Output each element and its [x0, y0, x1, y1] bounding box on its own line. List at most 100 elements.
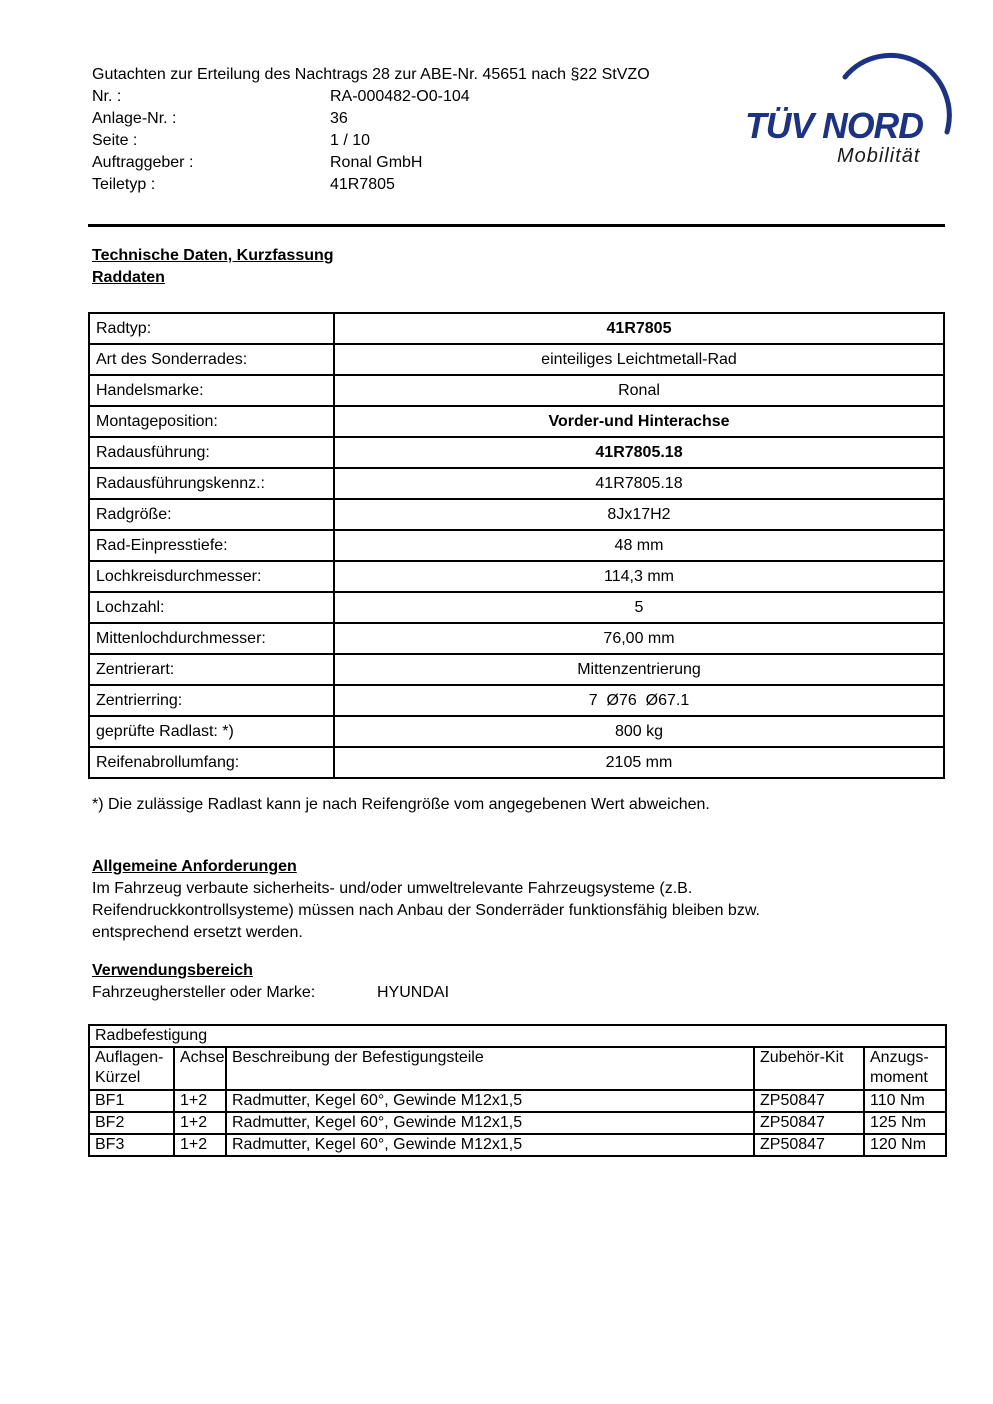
logo-subtitle-text: Mobilität: [837, 145, 921, 167]
cell-achse: 1+2: [173, 1111, 227, 1135]
row-label: Rad-Einpresstiefe:: [88, 529, 335, 562]
field-value: Ronal GmbH: [330, 154, 423, 171]
row-label: Radgröße:: [88, 498, 335, 531]
table-row: geprüfte Radlast: *) 800 kg: [88, 715, 945, 748]
header-field-seite: Seite : 1 / 10: [92, 130, 650, 152]
logo-brand-text: TÜV NORD: [745, 105, 923, 146]
row-label: geprüfte Radlast: *): [88, 715, 335, 748]
table-row: Radgröße: 8Jx17H2: [88, 498, 945, 531]
heading-verwendungsbereich: Verwendungsbereich: [92, 962, 253, 979]
row-label: Radausführungskennz.:: [88, 467, 335, 500]
table-row: Handelsmarke: Ronal: [88, 374, 945, 407]
row-value: einteiliges Leichtmetall-Rad: [333, 343, 945, 376]
field-value: 36: [330, 110, 348, 127]
row-value: 76,00 mm: [333, 622, 945, 655]
cell-moment: 120 Nm: [863, 1133, 947, 1157]
row-label: Radtyp:: [88, 312, 335, 345]
column-header-zubehoer-kit: Zubehör-Kit: [753, 1046, 865, 1091]
fahrzeughersteller-row: Fahrzeughersteller oder Marke: HYUNDAI: [92, 982, 449, 1004]
field-value: 41R7805: [330, 176, 395, 193]
heading-allgemeine-anforderungen: Allgemeine Anforderungen: [92, 858, 297, 875]
header-field-teiletyp: Teiletyp : 41R7805: [92, 174, 650, 196]
heading-technische-daten: Technische Daten, Kurzfassung: [92, 247, 334, 264]
column-header-beschreibung: Beschreibung der Befestigungsteile: [225, 1046, 755, 1091]
cell-beschreibung: Radmutter, Kegel 60°, Gewinde M12x1,5: [225, 1111, 755, 1135]
row-value: Mittenzentrierung: [333, 653, 945, 686]
radbefestigung-title: Radbefestigung: [88, 1024, 947, 1048]
table-row: Mittenlochdurchmesser: 76,00 mm: [88, 622, 945, 655]
field-value: 1 / 10: [330, 132, 371, 149]
row-label: Zentrierring:: [88, 684, 335, 717]
radbefestigung-table: Radbefestigung Auflagen-Kürzel Achse Bes…: [88, 1024, 947, 1157]
row-value: 48 mm: [333, 529, 945, 562]
table-row: Lochzahl: 5: [88, 591, 945, 624]
header-divider-rule: [88, 224, 945, 227]
cell-beschreibung: Radmutter, Kegel 60°, Gewinde M12x1,5: [225, 1089, 755, 1113]
row-value: 41R7805.18: [333, 467, 945, 500]
row-value: 114,3 mm: [333, 560, 945, 593]
raddaten-rows: Radtyp: 41R7805 Art des Sonderrades: eintei…: [88, 312, 945, 779]
row-label: Mittenlochdurchmesser:: [88, 622, 335, 655]
table-row: Radausführung: 41R7805.18: [88, 436, 945, 469]
row-value: 5: [333, 591, 945, 624]
table-row: Reifenabrollumfang: 2105 mm: [88, 746, 945, 779]
section-heading-technische-daten: Technische Daten, Kurzfassung Raddaten: [92, 245, 334, 289]
header-field-auftraggeber: Auftraggeber : Ronal GmbH: [92, 152, 650, 174]
field-label: Nr. :: [92, 88, 122, 105]
table-row: Radtyp: 41R7805: [88, 312, 945, 345]
column-header-achse: Achse: [173, 1046, 227, 1091]
radbefestigung-body: Radbefestigung Auflagen-Kürzel Achse Bes…: [88, 1024, 947, 1157]
radlast-footnote: *) Die zulässige Radlast kann je nach Re…: [92, 796, 710, 813]
table-row: Art des Sonderrades: einteiliges Leichtme…: [88, 343, 945, 376]
column-header-anzugsmoment: Anzugs-moment: [863, 1046, 947, 1091]
tuv-nord-logo-graphic: TÜV NORD Mobilität: [745, 52, 952, 167]
cell-kit: ZP50847: [753, 1089, 865, 1113]
raddaten-table: Radtyp: 41R7805 Art des Sonderrades: eintei…: [88, 312, 945, 779]
table-row: BF1 1+2 Radmutter, Kegel 60°, Gewinde M12x…: [88, 1089, 947, 1113]
cell-kuerzel: BF3: [88, 1133, 175, 1157]
row-label: Lochkreisdurchmesser:: [88, 560, 335, 593]
section-verwendungsbereich: Verwendungsbereich Fahrzeughersteller od…: [92, 960, 449, 1004]
field-label: Auftraggeber :: [92, 154, 194, 171]
row-label: Reifenabrollumfang:: [88, 746, 335, 779]
table-row: Zentrierart: Mittenzentrierung: [88, 653, 945, 686]
cell-moment: 110 Nm: [863, 1089, 947, 1113]
row-label: Handelsmarke:: [88, 374, 335, 407]
document-title: Gutachten zur Erteilung des Nachtrags 28…: [92, 66, 650, 83]
table-row: Lochkreisdurchmesser: 114,3 mm: [88, 560, 945, 593]
row-value: 41R7805.18: [333, 436, 945, 469]
fahrzeughersteller-label: Fahrzeughersteller oder Marke:: [92, 984, 316, 1001]
field-label: Seite :: [92, 132, 138, 149]
header-field-nr: Nr. : RA-000482-O0-104: [92, 86, 650, 108]
cell-beschreibung: Radmutter, Kegel 60°, Gewinde M12x1,5: [225, 1133, 755, 1157]
document-header: Gutachten zur Erteilung des Nachtrags 28…: [92, 64, 650, 196]
section-allgemeine-anforderungen: Allgemeine Anforderungen Im Fahrzeug ver…: [92, 856, 922, 944]
radbefestigung-header-row: Auflagen-Kürzel Achse Beschreibung der B…: [88, 1046, 947, 1091]
row-label: Art des Sonderrades:: [88, 343, 335, 376]
table-row: Rad-Einpresstiefe: 48 mm: [88, 529, 945, 562]
logo-arc-icon: [842, 52, 952, 135]
table-row: Radausführungskennz.: 41R7805.18: [88, 467, 945, 500]
field-label: Teiletyp :: [92, 176, 156, 193]
tuv-nord-logo: TÜV NORD Mobilität: [741, 32, 961, 174]
row-label: Montageposition:: [88, 405, 335, 438]
cell-kit: ZP50847: [753, 1133, 865, 1157]
row-value: 8Jx17H2: [333, 498, 945, 531]
column-header-auflagen-kuerzel: Auflagen-Kürzel: [88, 1046, 175, 1091]
cell-kuerzel: BF1: [88, 1089, 175, 1113]
row-value: Ronal: [333, 374, 945, 407]
row-value: 800 kg: [333, 715, 945, 748]
row-value: 7 Ø76 Ø67.1: [333, 684, 945, 717]
radbefestigung-title-row: Radbefestigung: [88, 1024, 947, 1048]
row-label: Zentrierart:: [88, 653, 335, 686]
table-row: BF3 1+2 Radmutter, Kegel 60°, Gewinde M12x…: [88, 1133, 947, 1157]
cell-achse: 1+2: [173, 1089, 227, 1113]
fahrzeughersteller-value: HYUNDAI: [377, 984, 450, 1001]
cell-moment: 125 Nm: [863, 1111, 947, 1135]
table-row: BF2 1+2 Radmutter, Kegel 60°, Gewinde M12x…: [88, 1111, 947, 1135]
heading-raddaten: Raddaten: [92, 269, 165, 286]
field-label: Anlage-Nr. :: [92, 110, 177, 127]
field-value: RA-000482-O0-104: [330, 88, 470, 105]
allgemeine-anforderungen-text: Im Fahrzeug verbaute sicherheits- und/od…: [92, 880, 760, 941]
